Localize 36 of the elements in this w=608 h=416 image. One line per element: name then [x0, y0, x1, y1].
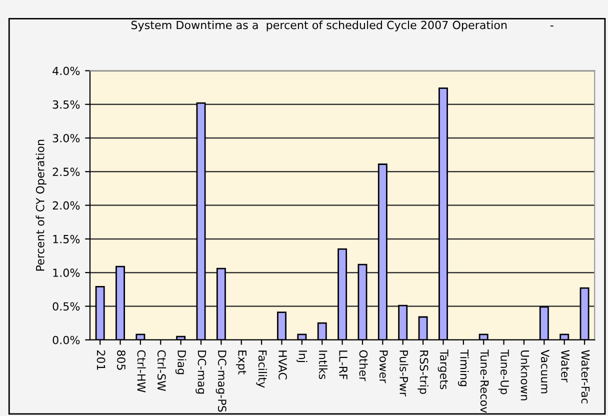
x-tick-label: Expt	[236, 350, 246, 374]
x-tick-label: Water-Fac	[581, 350, 590, 404]
y-tick-label: 0.0%	[52, 336, 80, 344]
x-tick-label: HVAC	[278, 350, 287, 380]
y-tick-label: 3.5%	[52, 100, 80, 109]
y-tick-label: 2.0%	[52, 201, 80, 210]
y-tick-label: 3.0%	[52, 134, 80, 142]
x-tick-label: Ctrl-HW	[137, 350, 146, 392]
y-tick-label: 2.5%	[52, 168, 80, 176]
x-tick-label: DC-mag	[196, 350, 206, 394]
x-tick-label: Targets	[438, 350, 448, 390]
x-tick-label: Other	[359, 350, 368, 382]
x-tick-label: LL-RF	[339, 350, 348, 380]
x-tick-label: Tune-Recov	[480, 350, 489, 413]
y-tick-label: 4.0%	[52, 66, 80, 76]
x-tick-label: Inj	[296, 350, 308, 362]
x-tick-label: Puls-Pwr	[400, 350, 408, 396]
x-tick-label: RSS-trip	[418, 350, 428, 394]
x-tick-label: Diag	[175, 350, 186, 374]
x-tick-label: Tune-Up	[498, 350, 509, 394]
y-tick-label: 1.0%	[53, 268, 80, 277]
chart-title: System Downtime as a percent of scheduled Cycle 2007 Operation -	[131, 20, 554, 32]
x-tick-label: 805	[117, 350, 126, 370]
y-tick-label: 1.5%	[53, 234, 80, 244]
x-tick-label: Vacuum	[540, 350, 550, 394]
x-tick-label: Ctrl-SW	[157, 350, 166, 392]
x-tick-label: 201	[96, 350, 106, 370]
x-tick-label: DC-mag-PS	[216, 350, 226, 412]
x-tick-label: Timing	[458, 350, 469, 386]
x-tick-label: Water	[561, 350, 570, 382]
x-tick-label: Facility	[256, 350, 267, 388]
y-tick-label: 0.5%	[52, 302, 80, 311]
x-tick-label: Power	[379, 350, 388, 384]
y-axis-title: Percent of CY Operation	[36, 140, 46, 271]
x-tick-label: Unknown	[520, 350, 530, 400]
x-tick-label: Intlks	[318, 350, 328, 380]
